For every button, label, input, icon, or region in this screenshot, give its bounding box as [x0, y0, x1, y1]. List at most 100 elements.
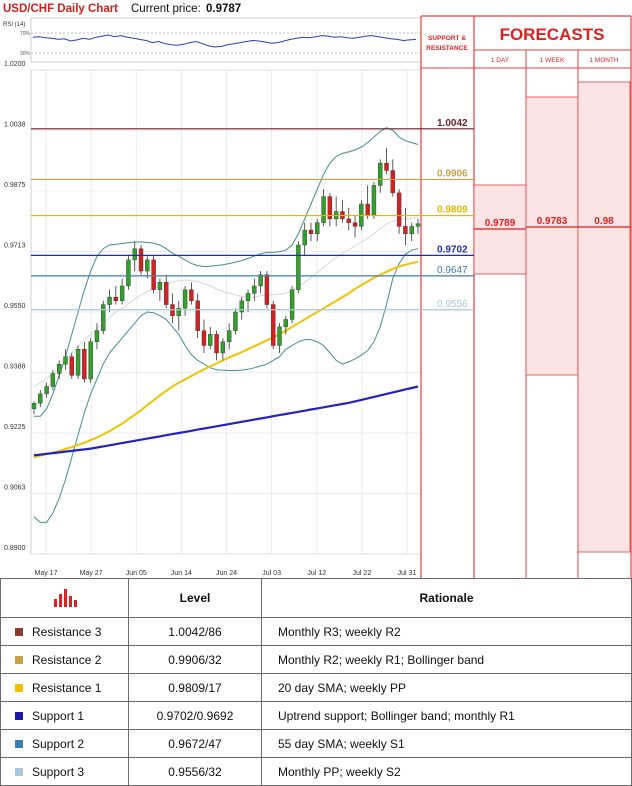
candle-body — [107, 296, 112, 305]
price-value: 0.9787 — [206, 3, 241, 15]
y-tick-label: 0.9063 — [4, 485, 26, 492]
level-name: Support 1 — [32, 708, 85, 723]
candle-body — [119, 285, 125, 302]
level-rationale: Monthly R3; weekly R2 — [261, 617, 632, 646]
candle-body — [214, 334, 219, 354]
x-tick-label: May 27 — [80, 570, 103, 577]
table-row: Support 3 0.9556/32 Monthly PP; weekly S2 — [0, 757, 632, 786]
candle-body — [315, 222, 320, 235]
rsi-30-label: 30% — [20, 51, 31, 57]
candle-body — [264, 274, 270, 305]
forecast-range-box — [525, 96, 579, 376]
x-tick-label: May 17 — [35, 570, 58, 577]
candle-body — [101, 304, 106, 331]
sr-title-line2: RESISTANCE — [426, 45, 468, 52]
candle-body — [302, 229, 307, 246]
candle-body — [245, 293, 251, 302]
candle-body — [82, 349, 87, 380]
col-1-week: 1 WEEK — [540, 57, 565, 64]
table-row: Resistance 3 1.0042/86 Monthly R3; weekly … — [0, 617, 632, 646]
y-tick-label: 0.9225 — [4, 424, 26, 431]
level-color-swatch — [15, 712, 23, 721]
level-value: 1.0042/86 — [128, 617, 262, 646]
candle-body — [208, 334, 213, 346]
candle-body — [201, 330, 207, 346]
level-rationale: 20 day SMA; weekly PP — [261, 673, 632, 702]
table-header-icon-cell — [0, 578, 129, 618]
candle-body — [69, 356, 74, 376]
candle-body — [88, 341, 93, 380]
y-tick-label: 1.0038 — [4, 122, 26, 129]
y-tick-label: 0.9388 — [4, 364, 26, 371]
level-value: 0.9556/32 — [128, 757, 262, 786]
candle-body — [371, 185, 377, 216]
candle-body — [132, 248, 137, 261]
chart-area: USD/CHF Daily Chart Current price: 0.978… — [3, 3, 632, 578]
candle-body — [308, 229, 314, 235]
candle-body — [396, 192, 402, 227]
level-color-swatch — [15, 740, 23, 749]
x-tick-label: Jul 12 — [307, 570, 326, 577]
candle-body — [289, 289, 295, 320]
candle-body — [31, 403, 37, 410]
candle-body — [352, 222, 358, 227]
x-tick-label: Jun 05 — [126, 570, 147, 577]
candle-body — [296, 244, 301, 290]
col-1-month: 1 MONTH — [589, 57, 619, 64]
candle-body — [277, 326, 282, 346]
candle-body — [346, 218, 351, 223]
candle-body — [182, 289, 188, 309]
level-name: Support 2 — [32, 736, 85, 751]
candle-body — [409, 226, 414, 235]
y-tick-label: 0.9713 — [4, 243, 26, 250]
level-value: 0.9702/0.9692 — [128, 701, 262, 730]
candle-body — [157, 282, 163, 290]
candle-body — [163, 282, 169, 305]
level-name: Resistance 3 — [32, 624, 102, 639]
forecast-value: 0.9789 — [485, 218, 516, 229]
x-tick-label: Jul 31 — [398, 570, 417, 577]
level-value: 0.9906/32 — [128, 645, 262, 674]
level-header: Level — [128, 578, 262, 618]
level-color-swatch — [15, 684, 23, 693]
forecast-value: 0.98 — [594, 216, 614, 227]
x-tick-label: Jun 24 — [216, 570, 237, 577]
y-tick-label: 1.0200 — [4, 61, 26, 68]
level-name-cell: Support 2 — [0, 729, 129, 758]
level-name-cell: Resistance 1 — [0, 673, 129, 702]
candle-body — [151, 259, 156, 290]
x-tick-label: Jul 22 — [353, 570, 372, 577]
candle-body — [56, 363, 62, 374]
sr-level-label: 0.9906 — [437, 168, 468, 179]
candle-body — [94, 330, 100, 342]
sr-level-label: 0.9556 — [437, 299, 468, 310]
sma200-line — [33, 385, 419, 457]
candle-body — [220, 341, 226, 354]
level-color-swatch — [15, 628, 23, 637]
y-tick-label: 0.9550 — [4, 303, 26, 310]
candle-body — [126, 259, 131, 287]
table-row: Support 1 0.9702/0.9692 Uptrend support; B… — [0, 701, 632, 730]
x-tick-label: Jun 14 — [171, 570, 192, 577]
level-rationale: 55 day SMA; weekly S1 — [261, 729, 632, 758]
side-panel: SUPPORT & RESISTANCE FORECASTS 1 DAY 1 W… — [31, 15, 632, 578]
level-value: 0.9809/17 — [128, 673, 262, 702]
candle-body — [239, 300, 244, 313]
sr-level-label: 0.9647 — [437, 265, 468, 276]
level-rationale: Monthly PP; weekly S2 — [261, 757, 632, 786]
table-header-row: Level Rationale — [0, 578, 632, 618]
candle-body — [258, 274, 263, 287]
levels-table: Level Rationale Resistance 3 1.0042/86 Mon… — [0, 578, 632, 786]
forecast-range-box — [577, 81, 631, 553]
candle-body — [145, 259, 150, 272]
level-color-swatch — [15, 768, 23, 777]
candle-body — [327, 196, 333, 220]
rsi-panel — [30, 17, 422, 63]
y-tick-label: 0.8900 — [4, 545, 26, 552]
level-name-cell: Resistance 2 — [0, 645, 129, 674]
forecast-value: 0.9783 — [537, 216, 568, 227]
candle-body — [75, 349, 81, 376]
price-label: Current price: — [131, 3, 201, 15]
candle-body — [378, 162, 383, 186]
candle-body — [365, 203, 370, 216]
